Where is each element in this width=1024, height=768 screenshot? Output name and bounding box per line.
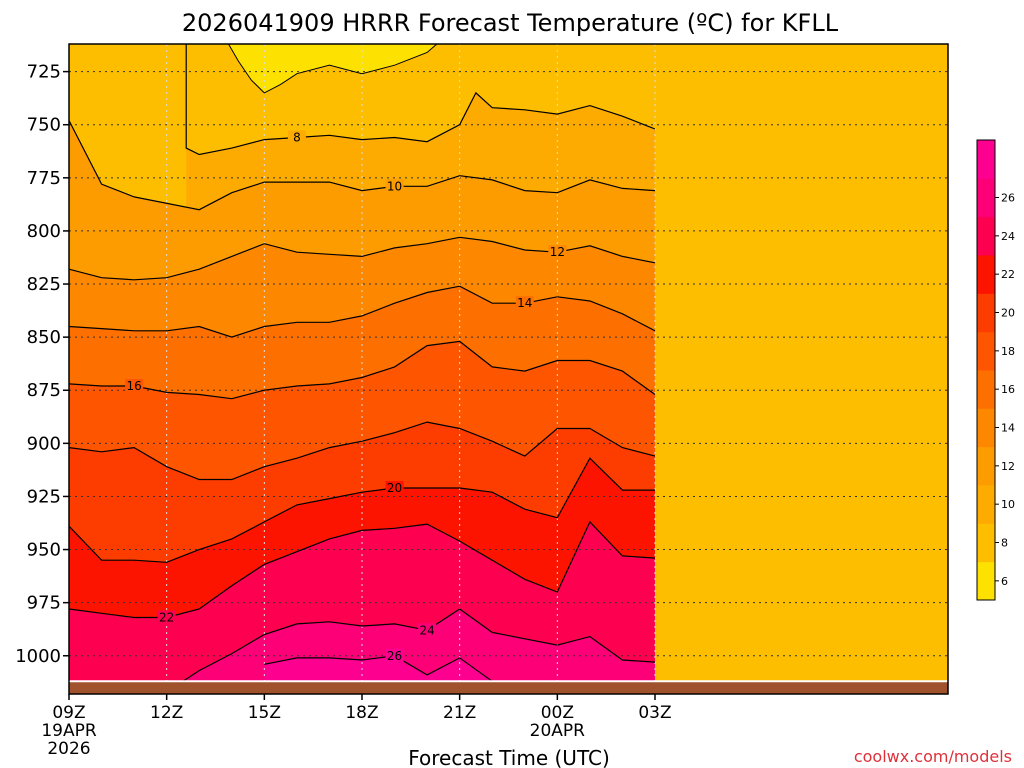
colorbar-label-18: 18 [1001, 345, 1015, 358]
colorbar-segment-0 [977, 561, 995, 601]
contour-line-24 [179, 608, 656, 684]
colorbar-label-14: 14 [1001, 422, 1015, 435]
colorbar-segment-6 [977, 331, 995, 371]
x-tick-date-09Z: 19APR [41, 721, 97, 741]
colorbar-segment-10 [977, 178, 995, 218]
colorbar-segment-9 [977, 216, 995, 256]
contour-label-24: 24 [419, 623, 434, 637]
y-tick-label-800: 800 [27, 221, 61, 242]
x-tick-label-21Z: 21Z [443, 703, 476, 723]
contour-label-bg-12 [548, 245, 567, 259]
colorbar-label-8: 8 [1001, 537, 1008, 550]
colorbar-segment-7 [977, 293, 995, 333]
contour-label-26: 26 [387, 649, 402, 663]
contour-label-14: 14 [517, 296, 532, 310]
colorbar-label-10: 10 [1001, 498, 1015, 511]
colorbar-label-20: 20 [1001, 307, 1015, 320]
contour-line-26 [264, 655, 493, 682]
contour-label-bg-16 [125, 378, 144, 392]
y-tick-label-850: 850 [27, 327, 61, 348]
contour-label-20: 20 [387, 481, 402, 495]
y-tick-label-950: 950 [27, 540, 61, 561]
y-tick-label-900: 900 [27, 433, 61, 454]
y-tick-label-725: 725 [27, 62, 61, 83]
contour-label-16: 16 [126, 379, 141, 393]
colorbar-label-12: 12 [1001, 460, 1015, 473]
contour-line-20 [68, 457, 655, 563]
colorbar-segment-11 [977, 140, 995, 179]
x-tick-year-09Z: 2026 [47, 739, 90, 759]
grid-lines [68, 44, 948, 694]
contour-line-8 [185, 44, 656, 156]
contour-label-bg-10 [385, 179, 404, 193]
colorbar-label-22: 22 [1001, 268, 1015, 281]
colorbar-label-6: 6 [1001, 575, 1008, 588]
contour-label-12: 12 [550, 245, 565, 259]
colorbar-segment-8 [977, 255, 995, 294]
credit-text[interactable]: coolwx.com/models [854, 747, 1012, 766]
x-tick-label-15Z: 15Z [248, 703, 281, 723]
y-axis: 725 750 775 800 825 850 875 900 925 950 975 1000 [15, 62, 69, 667]
contour-line-14 [68, 285, 656, 338]
contour-label-22: 22 [159, 611, 174, 625]
y-tick-label-775: 775 [27, 168, 61, 189]
colorbar-label-16: 16 [1001, 383, 1015, 396]
contour-lines: 8 10 12 14 16 20 22 24 26 [68, 43, 656, 684]
x-tick-label-18Z: 18Z [345, 703, 378, 723]
y-tick-label-925: 925 [27, 486, 61, 507]
x-axis-label: Forecast Time (UTC) [408, 746, 610, 768]
y-tick-label-825: 825 [27, 274, 61, 295]
colorbar-segment-5 [977, 370, 995, 409]
contour-label-bg-26 [385, 648, 404, 662]
contour-label-10: 10 [387, 179, 402, 193]
x-tick-label-03Z: 03Z [638, 703, 671, 723]
colorbar: 6 8 10 12 14 16 18 20 22 24 26 [976, 139, 1015, 601]
x-tick-label-12Z: 12Z [150, 703, 183, 723]
x-tick-label-00Z: 00Z [541, 703, 574, 723]
colorbar-segment-3 [977, 446, 995, 486]
chart-title: 2026041909 HRRR Forecast Temperature (ºC… [182, 9, 839, 37]
contour-line-16 [68, 340, 656, 400]
ground-surface [69, 680, 948, 694]
y-tick-label-875: 875 [27, 380, 61, 401]
contour-line-18 [68, 421, 656, 481]
colorbar-label-26: 26 [1001, 192, 1015, 205]
contour-label-bg-14 [515, 296, 534, 310]
x-tick-date-00Z: 20APR [530, 721, 586, 741]
contour-fills [69, 44, 948, 695]
colorbar-label-24: 24 [1001, 230, 1015, 243]
colorbar-segment-2 [977, 485, 995, 524]
colorbar-segment-4 [977, 408, 995, 448]
band-fill-peak [228, 44, 437, 93]
contour-label-bg-8 [287, 130, 306, 144]
contour-label-bg-22 [157, 610, 176, 624]
colorbar-frame [976, 139, 996, 601]
contour-line-peak [228, 43, 438, 94]
contour-label-8: 8 [293, 130, 301, 144]
ground-fill [69, 681, 948, 694]
y-tick-label-750: 750 [27, 115, 61, 136]
plot-frame [68, 43, 949, 695]
contour-line-10 [68, 120, 656, 211]
contour-label-bg-20 [385, 480, 404, 494]
x-tick-label-09Z: 09Z [52, 703, 85, 723]
contour-label-bg-24 [418, 623, 437, 637]
colorbar-segment-1 [977, 523, 995, 563]
y-tick-label-1000: 1000 [15, 646, 61, 667]
y-tick-label-975: 975 [27, 593, 61, 614]
